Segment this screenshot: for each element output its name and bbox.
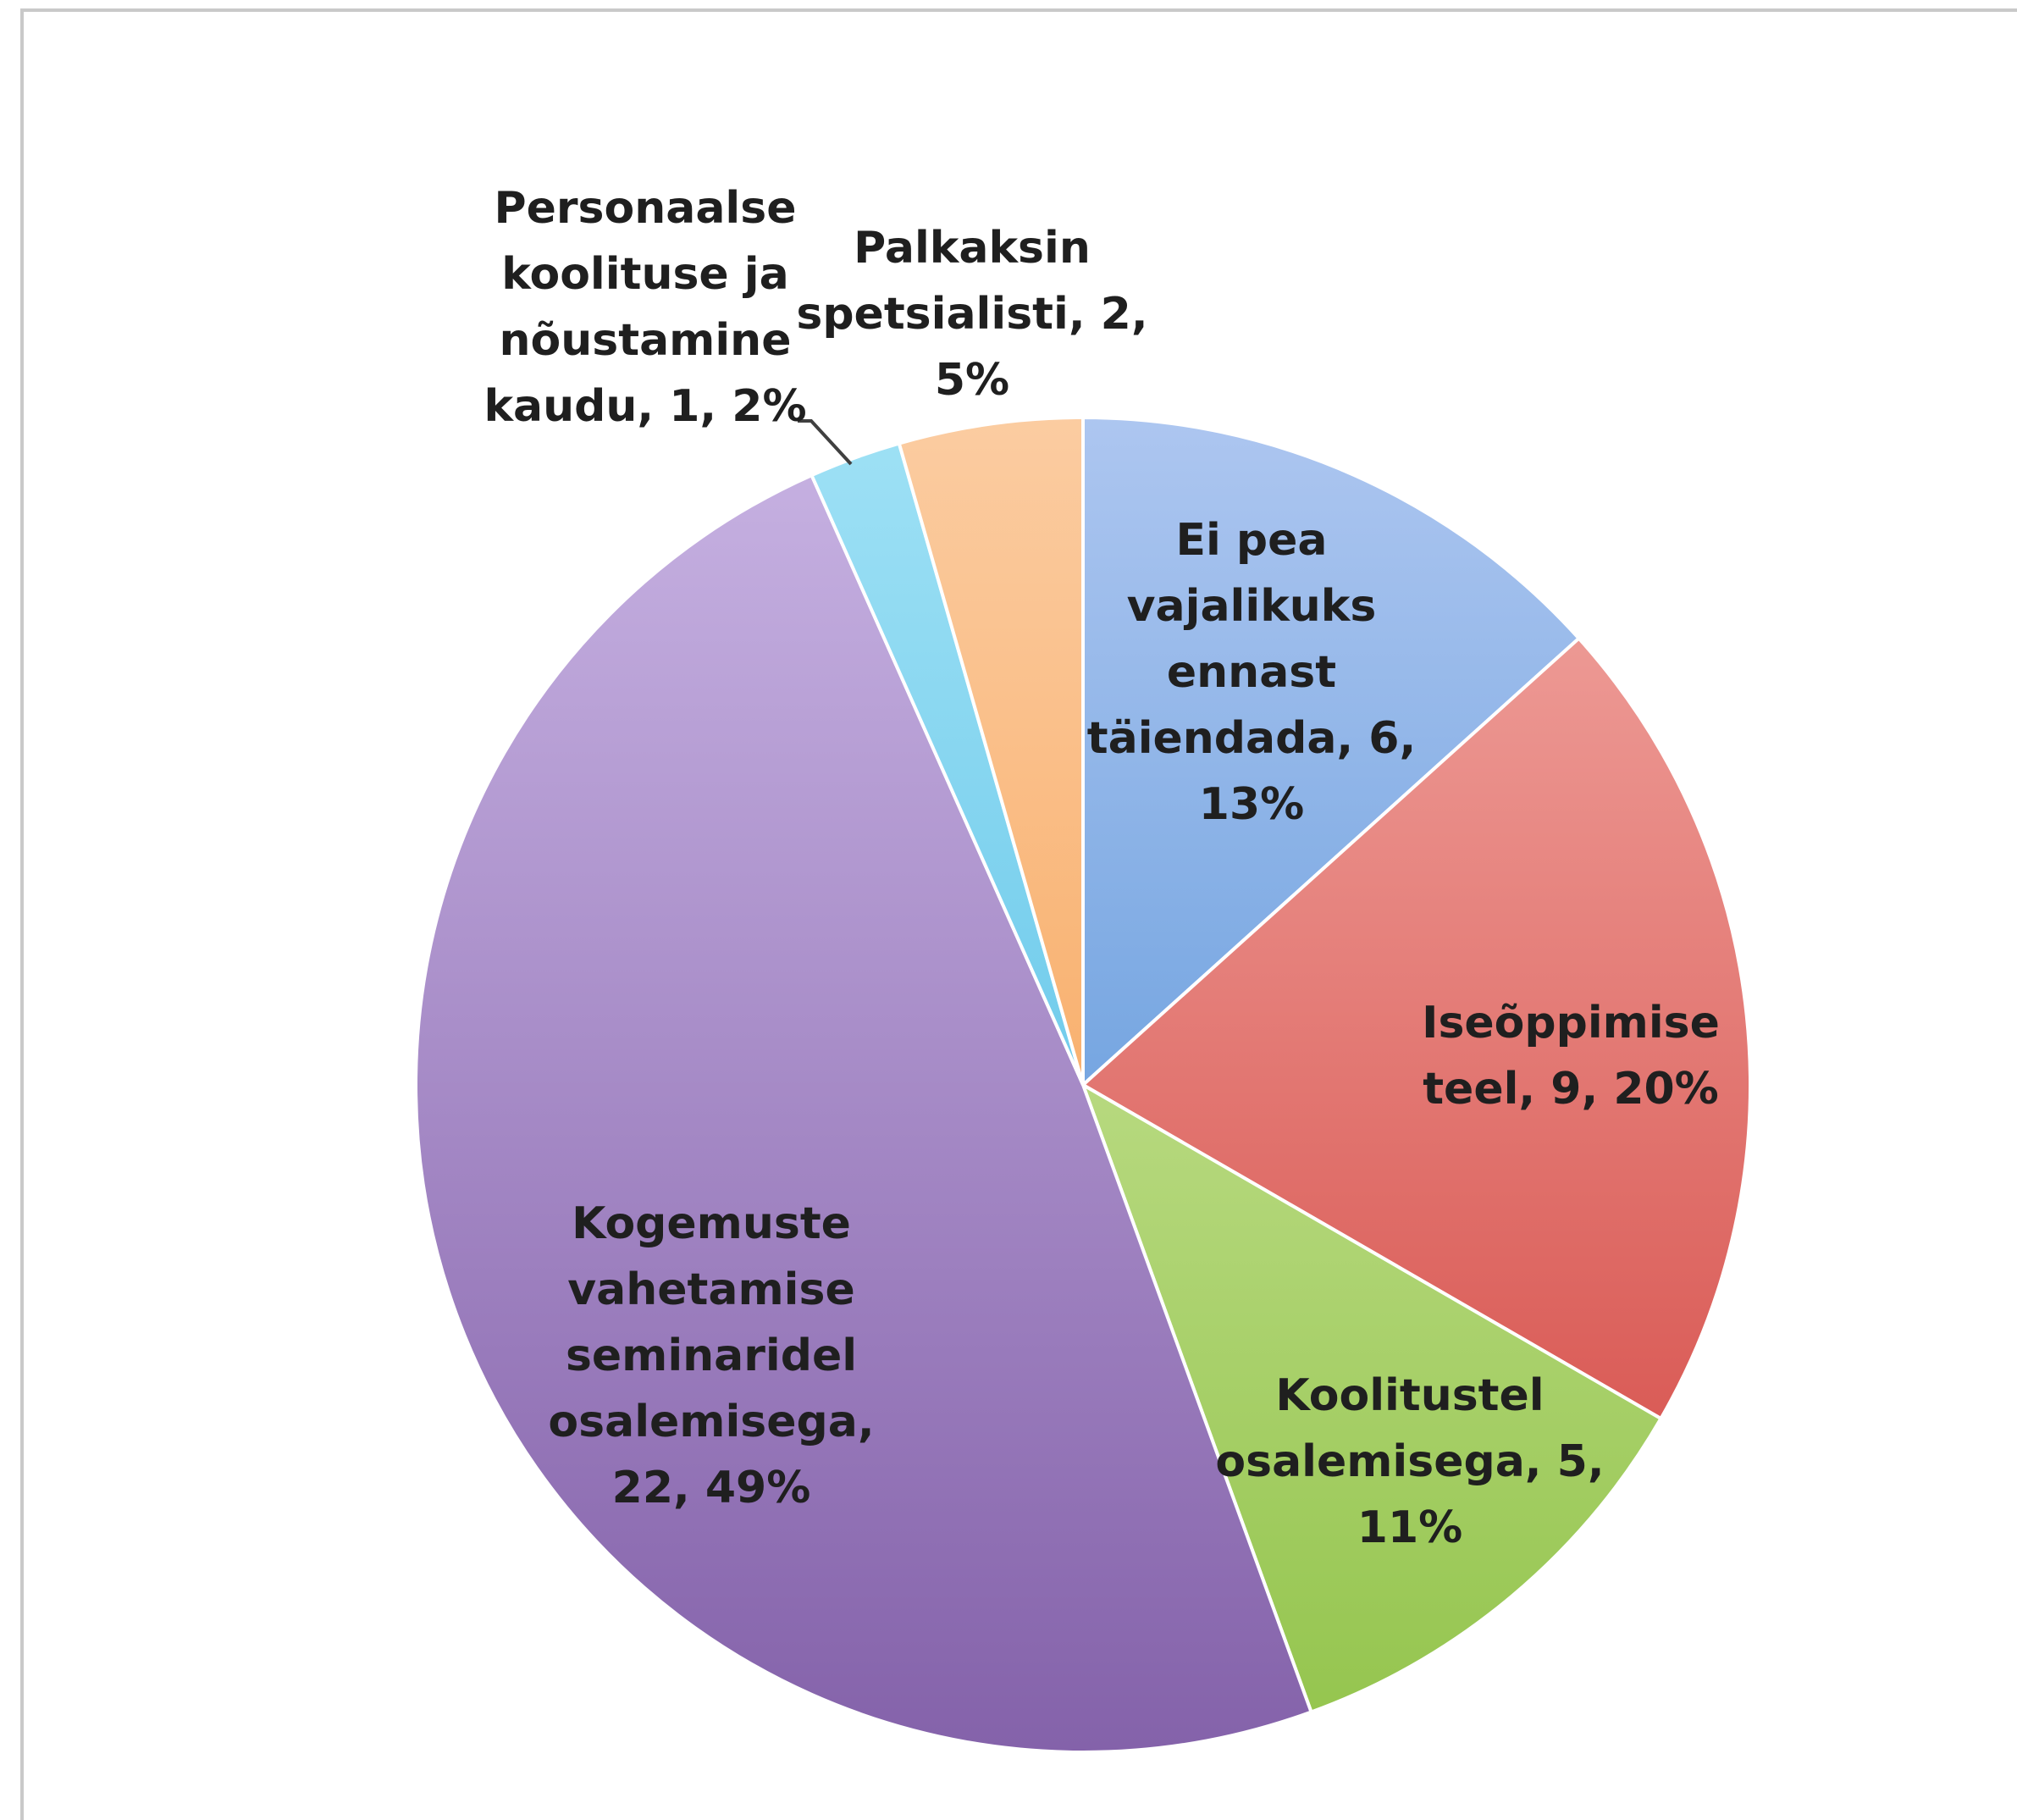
slice-label-line: teel, 9, 20% [1423,1064,1719,1115]
slice-label-5: Personaalse koolituse ja nõustamine kaudu, … [484,183,806,432]
slice-label-6: Palkaksin spetsialisti, 2, 5% [796,223,1147,406]
slice-label-line: koolituse ja [501,249,788,300]
slice-label-line: nõustamine [500,315,792,366]
slice-label-line: osalemisega, 5, [1215,1436,1604,1487]
slice-label-line: Koolitustel [1275,1370,1544,1421]
pie-slice-4 [413,473,1314,1754]
pie-slice-6 [897,415,1085,1086]
slice-label-line: täiendada, 6, [1087,713,1416,764]
slice-label-line: 22, 49% [612,1463,811,1513]
pie-labels: Ei pea vajalikuks ennast täiendada, 6, 13% Is… [484,183,1719,1553]
slice-label-line: osalemisega, [548,1397,874,1447]
personaalse-leader-line [798,419,853,466]
slice-label-line: spetsialisti, 2, [796,289,1147,340]
pie-slice-3 [1080,1081,1664,1715]
slice-label-1: Ei pea vajalikuks ennast täiendada, 6, 13% [1087,515,1416,830]
slice-label-line: 11% [1357,1502,1462,1553]
slice-label-line: Ei pea [1175,515,1327,566]
slice-label-line: vahetamise [567,1264,854,1315]
slice-label-line: Kogemuste [572,1198,851,1249]
slice-label-line: vajalikuks [1127,581,1377,632]
pie-slice-1 [1081,415,1582,1089]
slice-label-line: Personaalse [495,183,797,234]
pie-slice-2 [1080,635,1752,1421]
slice-label-3: Koolitustel osalemisega, 5, 11% [1215,1370,1604,1553]
slice-label-line: Iseõppimise [1422,998,1720,1048]
slice-label-line: ennast [1167,647,1336,698]
slice-label-line: 5% [935,355,1009,406]
slice-label-4: Kogemuste vahetamise seminaridel osalemiseg… [548,1198,874,1513]
slice-label-line: seminaridel [566,1330,857,1381]
slice-label-line: Palkaksin [854,223,1091,274]
slice-label-2: Iseõppimise teel, 9, 20% [1422,998,1720,1115]
pie-slices [413,415,1752,1754]
slice-label-line: 13% [1199,779,1304,830]
slice-label-line: kaudu, 1, 2% [484,381,806,432]
